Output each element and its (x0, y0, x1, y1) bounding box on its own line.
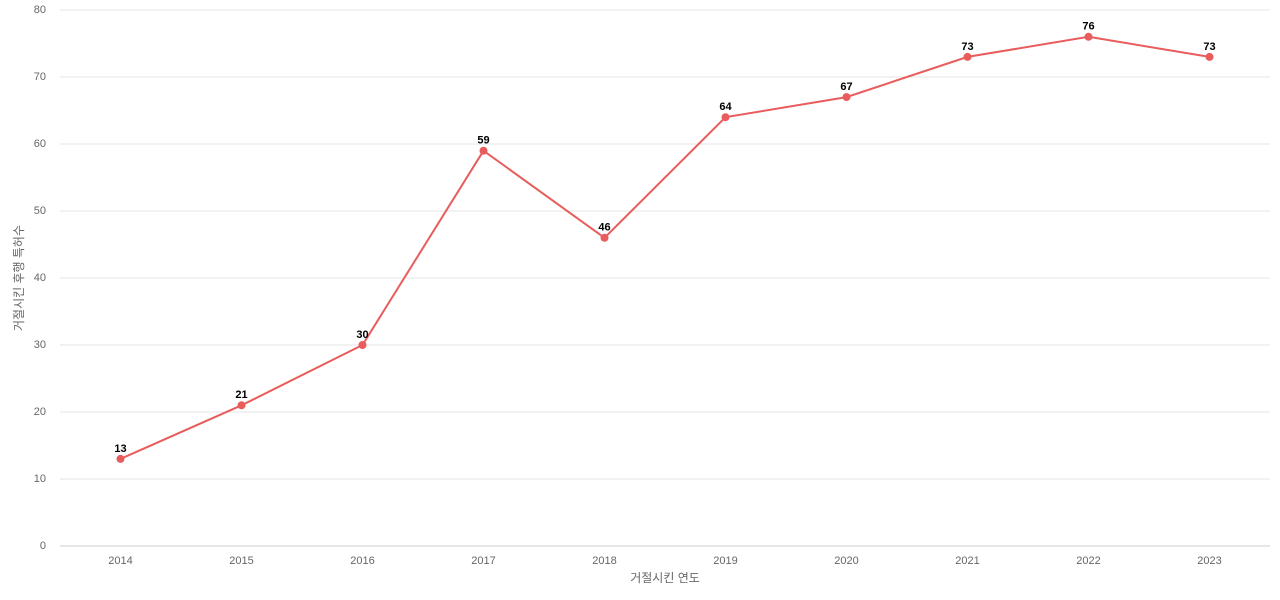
y-tick-label: 10 (34, 473, 46, 485)
point (1205, 52, 1214, 61)
line (120, 35, 1210, 460)
point (600, 233, 609, 242)
x-axis-label: 거절시킨 연도 (630, 571, 700, 585)
y-tick-label: 0 (40, 540, 46, 552)
x-tick-label: 2018 (592, 555, 616, 567)
y-tick-label: 50 (34, 205, 46, 217)
x-tick-label: 2015 (229, 555, 253, 567)
data-label: 73 (961, 41, 973, 53)
y-tick-label: 80 (34, 4, 46, 16)
data-label: 76 (1082, 21, 1094, 33)
point (358, 341, 367, 349)
data-label: 46 (598, 222, 610, 234)
point (237, 401, 246, 410)
y-tick-label: 40 (34, 272, 46, 284)
x-tick-label: 2014 (108, 555, 132, 567)
x-tick-label: 2019 (713, 555, 737, 567)
point (116, 454, 125, 463)
x-tick-label: 2020 (834, 555, 858, 567)
x-tick-label: 2021 (955, 555, 979, 567)
data-label: 67 (840, 81, 852, 93)
data-label: 30 (356, 329, 368, 341)
x-tick-label: 2022 (1076, 555, 1100, 567)
data-label: 64 (719, 101, 732, 113)
point (721, 113, 730, 122)
point (963, 52, 972, 61)
point (1084, 32, 1093, 41)
y-tick-label: 30 (34, 339, 46, 351)
x-tick-label: 2023 (1197, 555, 1221, 567)
y-tick-label: 60 (34, 138, 46, 150)
data-label: 59 (477, 135, 489, 147)
y-axis-label: 거절시킨 후행 특허수 (11, 225, 26, 331)
x-tick-label: 2017 (471, 555, 495, 567)
point (479, 146, 488, 155)
data-label: 73 (1203, 41, 1215, 53)
y-tick-label: 20 (34, 406, 46, 418)
y-tick-label: 70 (34, 71, 46, 83)
data-label: 13 (114, 443, 126, 455)
x-tick-label: 2016 (350, 555, 374, 567)
data-label: 21 (235, 389, 247, 401)
point (842, 93, 851, 102)
